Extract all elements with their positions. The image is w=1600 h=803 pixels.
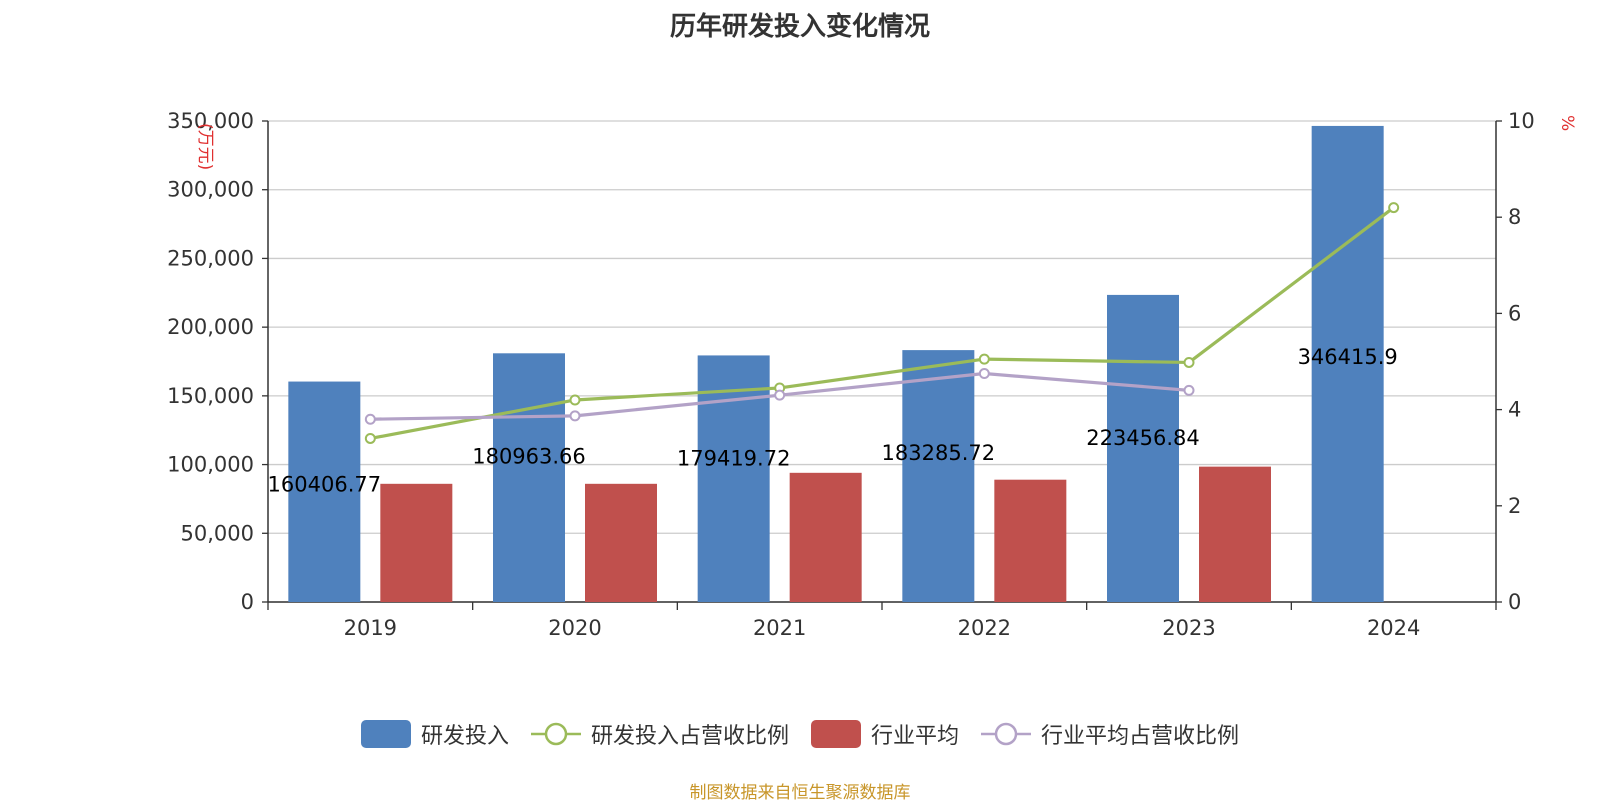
y-left-tick-label: 150,000 bbox=[167, 384, 254, 408]
industry-ratio-point bbox=[1183, 384, 1195, 396]
y-right-tick-label: 4 bbox=[1508, 398, 1521, 422]
y-left-tick-label: 300,000 bbox=[167, 178, 254, 202]
rd-ratio-point bbox=[978, 353, 990, 365]
y-left-tick-label: 250,000 bbox=[167, 246, 254, 270]
chart-canvas: 0 50,000 100,000 150,000 200,000 250,000 300,0… bbox=[167, 109, 1577, 640]
x-tick-label: 2019 bbox=[344, 616, 397, 640]
legend-swatch-bar bbox=[811, 720, 861, 748]
y-right-unit-label: % bbox=[1557, 115, 1577, 131]
legend-label: 研发投入占营收比例 bbox=[590, 724, 789, 749]
industry-ratio-point bbox=[774, 389, 786, 401]
legend-item[interactable]: 行业平均 bbox=[811, 718, 959, 750]
legend-item[interactable]: 研发投入占营收比例 bbox=[530, 718, 789, 750]
legend-label: 行业平均 bbox=[871, 724, 960, 749]
y-right-tick-label: 10 bbox=[1508, 109, 1535, 133]
x-tick-label: 2021 bbox=[753, 616, 806, 640]
rd-ratio-point bbox=[1388, 202, 1400, 214]
legend: 研发投入 研发投入占营收比例 行业平均 行业平均占营收比例 bbox=[0, 718, 1600, 750]
x-tick-label: 2024 bbox=[1367, 616, 1420, 640]
rd-investment-data-label: 223456.84 bbox=[1086, 426, 1200, 450]
rd-ratio-line bbox=[370, 206, 1395, 441]
industry-average-bar bbox=[1199, 466, 1271, 602]
source-note: 制图数据来自恒生聚源数据库 bbox=[689, 783, 911, 803]
y-left-tick-label: 200,000 bbox=[167, 315, 254, 339]
rd-investment-bar bbox=[902, 350, 975, 602]
y-left-tick-label: 0 bbox=[241, 590, 254, 614]
y-left-tick-label: 100,000 bbox=[167, 453, 254, 477]
industry-ratio-point bbox=[569, 410, 581, 422]
y-right-tick-label: 2 bbox=[1508, 494, 1521, 518]
x-tick-label: 2023 bbox=[1162, 616, 1215, 640]
legend-label: 行业平均占营收比例 bbox=[1041, 724, 1240, 749]
industry-average-bar bbox=[789, 472, 862, 602]
legend-swatch-line bbox=[530, 722, 581, 746]
y-left-tick-label: 50,000 bbox=[181, 521, 254, 545]
legend-swatch-line bbox=[981, 722, 1032, 746]
rd-investment-bar bbox=[1311, 125, 1384, 603]
rd-investment-data-label: 346415.9 bbox=[1298, 345, 1398, 369]
y-left-tick-label: 350,000 bbox=[167, 109, 254, 133]
x-tick-label: 2020 bbox=[548, 616, 601, 640]
x-tick-label: 2022 bbox=[958, 616, 1011, 640]
rd-investment-data-label: 183285.72 bbox=[882, 441, 996, 465]
rd-investment-data-label: 180963.66 bbox=[472, 444, 586, 468]
rd-investment-bar bbox=[1107, 294, 1179, 602]
legend-swatch-bar bbox=[360, 720, 411, 748]
y-right-tick-label: 6 bbox=[1508, 301, 1521, 325]
y-right-tick-label: 8 bbox=[1508, 205, 1521, 229]
industry-average-bar bbox=[994, 479, 1067, 602]
chart-title: 历年研发投入变化情况 bbox=[669, 12, 930, 42]
rd-investment-bar bbox=[493, 353, 565, 602]
industry-ratio-point bbox=[364, 413, 376, 425]
legend-item[interactable]: 研发投入 bbox=[360, 718, 509, 750]
y-left-unit-label: (万元) bbox=[195, 123, 215, 170]
legend-label: 研发投入 bbox=[420, 724, 509, 749]
y-right-tick-label: 0 bbox=[1508, 590, 1521, 614]
rd-investment-bar bbox=[288, 381, 361, 602]
rd-investment-data-label: 179419.72 bbox=[677, 446, 791, 470]
legend-item[interactable]: 行业平均占营收比例 bbox=[981, 718, 1239, 750]
rd-ratio-point bbox=[1183, 356, 1195, 368]
rd-ratio-point bbox=[364, 432, 376, 444]
rd-investment-data-label: 160406.77 bbox=[268, 473, 382, 497]
industry-average-bar bbox=[585, 483, 657, 602]
industry-average-bar bbox=[380, 483, 453, 602]
industry-ratio-point bbox=[978, 368, 990, 380]
rd-ratio-point bbox=[569, 394, 581, 406]
